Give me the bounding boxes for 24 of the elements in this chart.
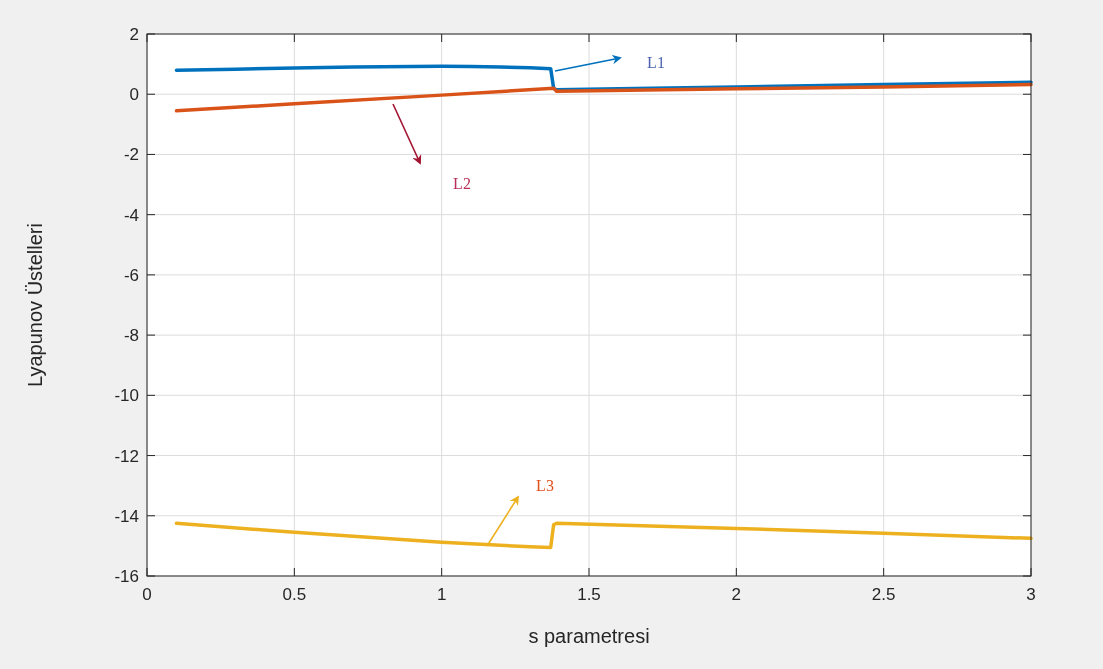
y-tick-label: -16 [114, 566, 139, 586]
annotation: L2 [453, 174, 471, 192]
annotation: L1 [647, 53, 665, 71]
y-tick-label: -4 [123, 205, 139, 225]
y-tick-label: -2 [123, 145, 139, 165]
x-tick-label: 2 [731, 585, 742, 604]
y-tick-label: -8 [123, 326, 139, 346]
y-tick-label: 2 [129, 24, 139, 44]
x-tick-label: 0.5 [282, 585, 307, 604]
x-tick-label: 0 [142, 585, 152, 604]
y-tick-label: 0 [129, 85, 139, 105]
x-tick-label: 1 [436, 585, 447, 604]
line-series [174, 521, 1033, 550]
y-tick-label: -14 [114, 506, 139, 526]
x-tick-label: 1.5 [577, 585, 601, 604]
x-axis-title: s parametresi [528, 625, 650, 647]
y-axis-title: Lyapunov Üstelleri [24, 223, 46, 387]
x-tick-label: 2.5 [871, 585, 896, 604]
annotation: L3 [536, 476, 554, 494]
x-tick-label: 3 [1026, 585, 1036, 604]
line-series [174, 82, 1033, 113]
y-tick-label: -12 [114, 446, 139, 466]
y-tick-label: -10 [114, 386, 139, 406]
y-tick-label: -6 [123, 265, 139, 285]
